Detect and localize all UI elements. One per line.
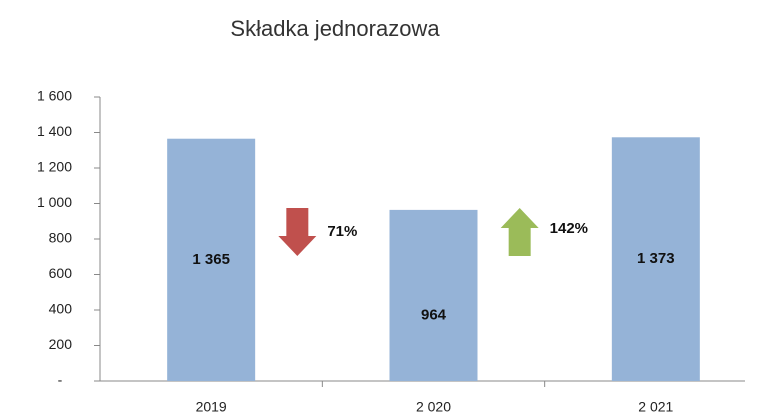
y-tick-label: 200	[49, 336, 73, 352]
bar	[167, 138, 256, 381]
bar	[611, 137, 700, 381]
x-tick-label: 2019	[196, 399, 227, 415]
value-label: 964	[421, 306, 447, 323]
value-label: 1 373	[637, 250, 675, 267]
value-label: 1 365	[192, 251, 230, 268]
y-tick-label: 1 600	[37, 88, 72, 104]
y-tick-label: 600	[49, 265, 73, 281]
chart-title: Składka jednorazowa	[230, 16, 440, 41]
y-tick-label: 1 400	[37, 123, 72, 139]
arrow	[500, 208, 539, 256]
bar	[389, 209, 478, 381]
y-tick-label: -	[58, 372, 63, 388]
annotation: 142%	[550, 220, 588, 237]
x-tick-label: 2 020	[416, 399, 451, 415]
y-tick-label: 800	[49, 230, 73, 246]
arrow	[278, 208, 317, 256]
y-tick-label: 1 000	[37, 194, 72, 210]
y-tick-label: 1 200	[37, 159, 72, 175]
y-tick-label: 400	[49, 301, 73, 317]
x-tick-label: 2 021	[638, 399, 673, 415]
annotation: 71%	[327, 223, 357, 240]
